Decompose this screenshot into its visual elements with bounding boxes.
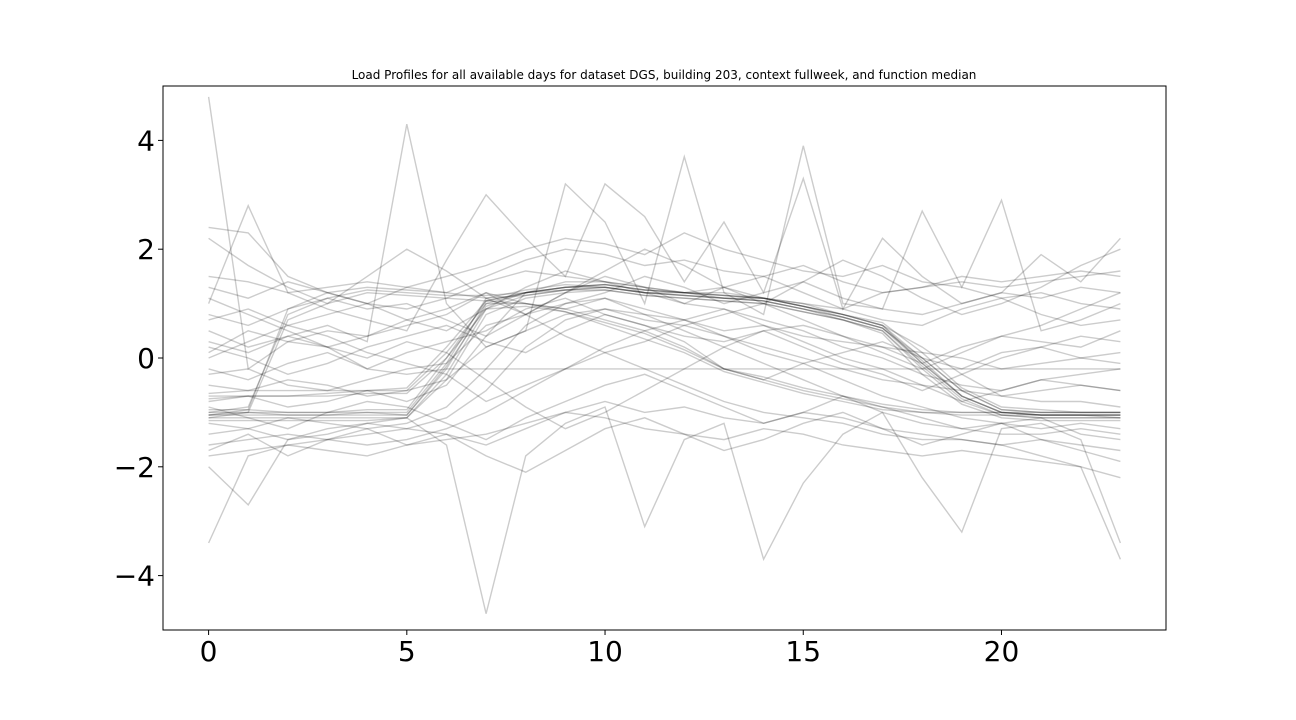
series-line-7 — [208, 286, 1121, 416]
series-line-20 — [207, 400, 1122, 560]
series-line-0 — [208, 283, 1121, 416]
x-axis: 0 5 10 15 20 — [200, 630, 1020, 668]
x-tick-label: 10 — [587, 635, 623, 668]
y-tick-label: 0 — [137, 342, 155, 375]
series-line-36 — [208, 237, 1121, 316]
y-tick-label: −4 — [114, 560, 155, 593]
series-line-4 — [208, 289, 1121, 422]
series-line-5 — [208, 286, 1121, 419]
series-line-35 — [208, 330, 1121, 430]
x-tick-label: 0 — [200, 635, 218, 668]
series-line-32 — [208, 308, 1121, 441]
series-line-21 — [208, 406, 1122, 614]
profile-lines — [207, 96, 1122, 614]
series-line-15 — [208, 275, 1121, 392]
series-line-6 — [208, 283, 1121, 414]
chart-title: Load Profiles for all available days for… — [352, 68, 977, 82]
series-line-8 — [208, 289, 1121, 419]
series-line-1 — [208, 283, 1121, 414]
series-line-9 — [208, 302, 1121, 416]
x-tick-label: 5 — [398, 635, 416, 668]
series-line-22 — [208, 123, 1121, 348]
series-line-29 — [208, 373, 1121, 441]
y-tick-label: 2 — [137, 233, 155, 266]
x-tick-label: 20 — [984, 635, 1020, 668]
series-line-31 — [208, 351, 1121, 381]
series-line-17 — [208, 248, 1121, 294]
series-line-26 — [208, 232, 1121, 310]
series-line-37 — [208, 411, 1121, 473]
y-axis: 4 2 0 −2 −4 — [114, 124, 163, 593]
series-line-3 — [208, 283, 1121, 414]
y-tick-label: −2 — [114, 451, 155, 484]
series-line-16 — [208, 275, 1121, 337]
plot-background — [163, 86, 1166, 630]
series-line-27 — [208, 297, 1121, 430]
series-line-11 — [208, 305, 1121, 414]
series-line-12 — [207, 96, 1121, 371]
y-tick-label: 4 — [137, 124, 155, 157]
series-line-24 — [208, 313, 1121, 381]
series-line-2 — [208, 286, 1121, 419]
plot-area — [162, 85, 1167, 631]
series-line-28 — [208, 308, 1121, 403]
series-line-19 — [208, 411, 1121, 479]
series-line-30 — [208, 270, 1121, 332]
x-tick-label: 15 — [785, 635, 821, 668]
series-line-23 — [207, 176, 1121, 332]
series-line-34 — [208, 281, 1121, 408]
series-line-33 — [208, 291, 1121, 370]
series-line-14 — [208, 297, 1121, 370]
series-line-18 — [208, 351, 1121, 452]
series-line-13 — [208, 226, 1121, 310]
series-line-25 — [208, 308, 1121, 397]
series-line-10 — [208, 300, 1121, 416]
